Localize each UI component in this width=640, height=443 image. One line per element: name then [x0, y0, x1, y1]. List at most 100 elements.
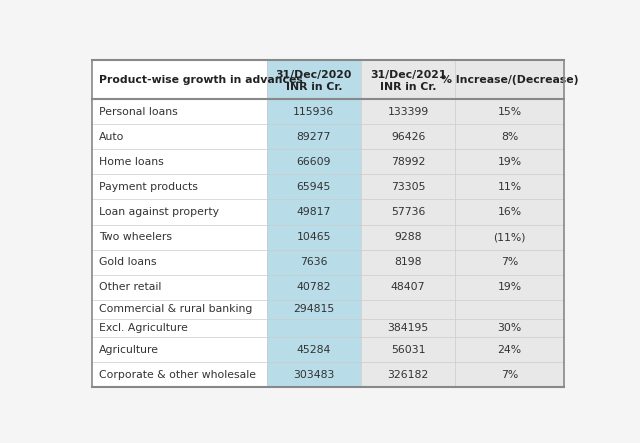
Bar [361, 199, 455, 225]
Text: Excl. Agriculture: Excl. Agriculture [99, 323, 188, 333]
Text: Payment products: Payment products [99, 182, 198, 192]
Bar [455, 149, 564, 175]
Bar [361, 124, 455, 149]
Bar [455, 199, 564, 225]
Bar [361, 60, 455, 99]
Bar [361, 99, 455, 124]
Text: 66609: 66609 [296, 157, 331, 167]
Bar [92, 199, 267, 225]
Text: 65945: 65945 [297, 182, 331, 192]
Bar [92, 275, 267, 300]
Bar [267, 149, 361, 175]
Bar [455, 60, 564, 99]
Bar [267, 337, 361, 362]
Bar [92, 175, 267, 199]
Bar [267, 175, 361, 199]
Bar [267, 300, 361, 319]
Text: 8198: 8198 [394, 257, 422, 267]
Bar [267, 319, 361, 337]
Text: 15%: 15% [497, 107, 522, 117]
Text: 7%: 7% [500, 370, 518, 380]
Bar [361, 275, 455, 300]
Bar [92, 124, 267, 149]
Bar [361, 175, 455, 199]
Bar [361, 319, 455, 337]
Bar [267, 362, 361, 388]
Bar [455, 124, 564, 149]
Bar [92, 249, 267, 275]
Text: 19%: 19% [497, 157, 522, 167]
Text: 57736: 57736 [391, 207, 426, 217]
Bar [361, 225, 455, 249]
Bar [361, 149, 455, 175]
Bar [267, 225, 361, 249]
Text: Agriculture: Agriculture [99, 345, 159, 355]
Text: 48407: 48407 [391, 282, 426, 292]
Bar [92, 225, 267, 249]
Text: 326182: 326182 [387, 370, 429, 380]
Bar [267, 60, 361, 99]
Text: 56031: 56031 [391, 345, 426, 355]
Bar [92, 337, 267, 362]
Text: Personal loans: Personal loans [99, 107, 177, 117]
Text: 45284: 45284 [297, 345, 331, 355]
Text: 16%: 16% [497, 207, 522, 217]
Bar [455, 300, 564, 319]
Bar [92, 362, 267, 388]
Text: Home loans: Home loans [99, 157, 164, 167]
Bar [267, 99, 361, 124]
Text: 9288: 9288 [394, 232, 422, 242]
Text: 24%: 24% [497, 345, 522, 355]
Text: 78992: 78992 [391, 157, 426, 167]
Text: 11%: 11% [497, 182, 522, 192]
Text: (11%): (11%) [493, 232, 525, 242]
Bar [267, 249, 361, 275]
Text: Corporate & other wholesale: Corporate & other wholesale [99, 370, 256, 380]
Text: 31/Dec/2021: 31/Dec/2021 [370, 70, 446, 80]
Bar [455, 319, 564, 337]
Bar [361, 300, 455, 319]
Bar [92, 319, 267, 337]
Text: Other retail: Other retail [99, 282, 161, 292]
Text: 294815: 294815 [293, 304, 335, 314]
Bar [361, 249, 455, 275]
Bar [92, 149, 267, 175]
Bar [267, 275, 361, 300]
Bar [92, 99, 267, 124]
Text: 73305: 73305 [391, 182, 426, 192]
Text: 8%: 8% [500, 132, 518, 142]
Bar [455, 249, 564, 275]
Bar [455, 362, 564, 388]
Bar [455, 275, 564, 300]
Text: 133399: 133399 [387, 107, 429, 117]
Text: Auto: Auto [99, 132, 124, 142]
Text: 30%: 30% [497, 323, 522, 333]
Text: 7%: 7% [500, 257, 518, 267]
Text: Two wheelers: Two wheelers [99, 232, 172, 242]
Text: Product-wise growth in advances: Product-wise growth in advances [99, 74, 303, 85]
Text: INR in Cr.: INR in Cr. [285, 82, 342, 93]
Text: Gold loans: Gold loans [99, 257, 156, 267]
Bar [361, 337, 455, 362]
Bar [455, 99, 564, 124]
Bar [92, 60, 267, 99]
Bar [455, 175, 564, 199]
Text: % Increase/(Decrease): % Increase/(Decrease) [441, 74, 578, 85]
Text: 384195: 384195 [387, 323, 429, 333]
Bar [267, 124, 361, 149]
Text: 96426: 96426 [391, 132, 426, 142]
Text: 31/Dec/2020: 31/Dec/2020 [276, 70, 352, 80]
Text: 115936: 115936 [293, 107, 335, 117]
Text: 49817: 49817 [297, 207, 331, 217]
Text: 89277: 89277 [297, 132, 331, 142]
Text: 19%: 19% [497, 282, 522, 292]
Bar [455, 337, 564, 362]
Text: INR in Cr.: INR in Cr. [380, 82, 436, 93]
Bar [455, 225, 564, 249]
Text: Commercial & rural banking: Commercial & rural banking [99, 304, 252, 314]
Bar [361, 362, 455, 388]
Text: Loan against property: Loan against property [99, 207, 219, 217]
Text: 10465: 10465 [296, 232, 331, 242]
Bar [267, 199, 361, 225]
Text: 40782: 40782 [296, 282, 331, 292]
